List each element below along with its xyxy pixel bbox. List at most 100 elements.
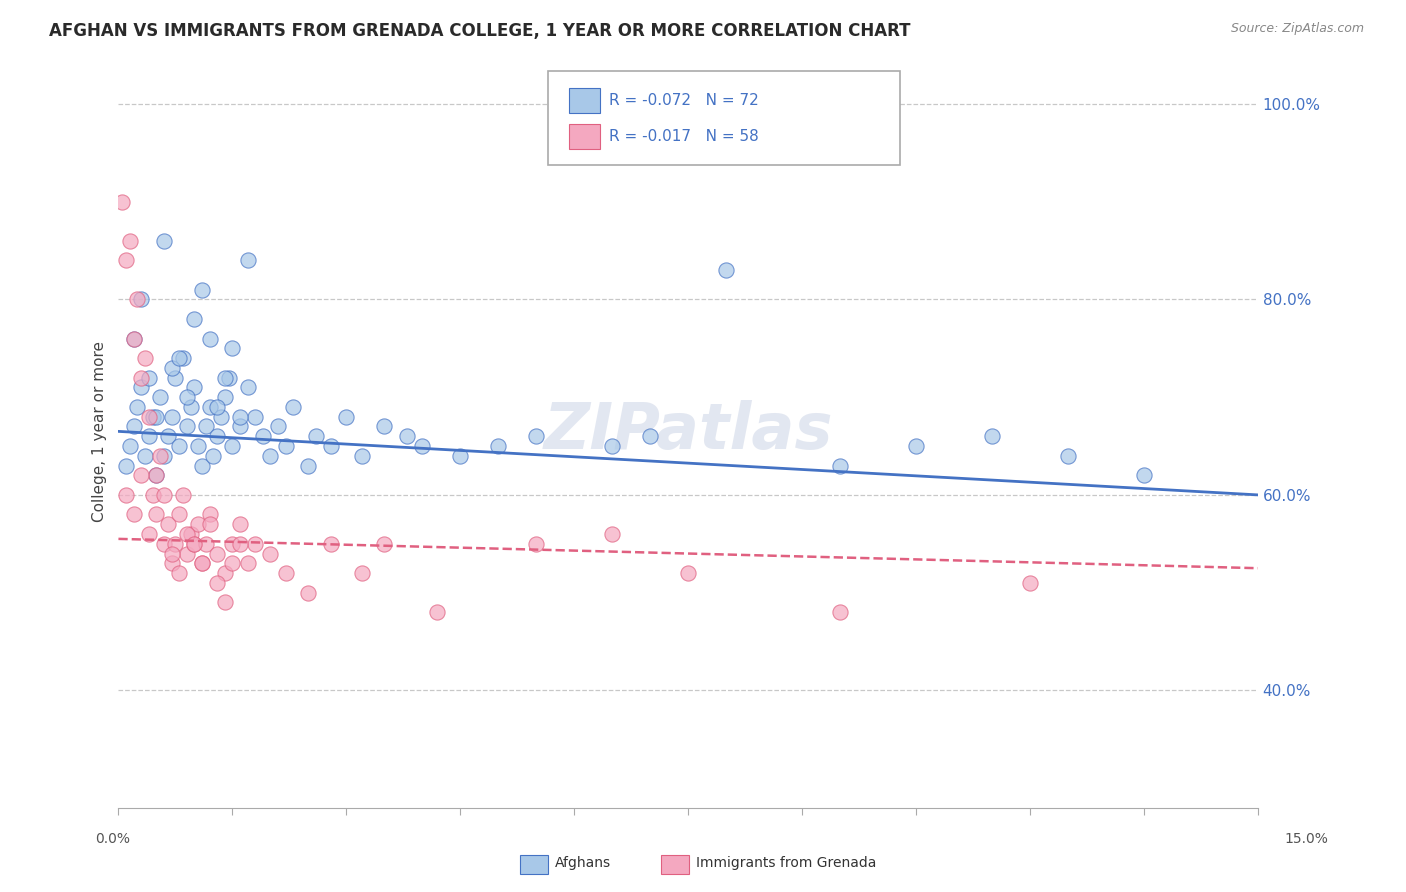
Point: [156, 517, 179, 532]
Point: [167, 566, 190, 580]
Point: [176, 547, 198, 561]
Point: [153, 488, 176, 502]
Text: 15.0%: 15.0%: [1285, 832, 1329, 846]
Point: [449, 449, 471, 463]
Point: [129, 380, 152, 394]
Point: [149, 449, 172, 463]
Point: [221, 557, 243, 571]
Point: [243, 409, 266, 424]
Point: [205, 429, 228, 443]
Point: [236, 380, 259, 394]
Point: [229, 537, 252, 551]
Point: [981, 429, 1004, 443]
Point: [202, 449, 225, 463]
Point: [191, 557, 214, 571]
Point: [122, 332, 145, 346]
Text: Afghans: Afghans: [555, 856, 612, 871]
Point: [305, 429, 328, 443]
Point: [321, 537, 343, 551]
Point: [214, 566, 236, 580]
Point: [115, 253, 138, 268]
Point: [122, 508, 145, 522]
Point: [160, 409, 183, 424]
Point: [638, 429, 661, 443]
Point: [198, 517, 221, 532]
Point: [183, 380, 205, 394]
Point: [134, 351, 156, 365]
Point: [176, 419, 198, 434]
Point: [411, 439, 433, 453]
Point: [486, 439, 509, 453]
Point: [828, 605, 851, 619]
Point: [191, 458, 214, 473]
Point: [297, 458, 319, 473]
Point: [905, 439, 928, 453]
Point: [1057, 449, 1080, 463]
Point: [396, 429, 419, 443]
Point: [274, 566, 297, 580]
Point: [214, 370, 236, 384]
Point: [252, 429, 274, 443]
Point: [153, 449, 176, 463]
Point: [221, 439, 243, 453]
Point: [134, 449, 156, 463]
Point: [194, 419, 217, 434]
Point: [297, 585, 319, 599]
Point: [129, 468, 152, 483]
Point: [198, 332, 221, 346]
Point: [165, 370, 187, 384]
Point: [676, 566, 699, 580]
Point: [600, 439, 623, 453]
Point: [1019, 575, 1042, 590]
Point: [183, 312, 205, 326]
Point: [350, 566, 373, 580]
Point: [236, 557, 259, 571]
Point: [373, 537, 395, 551]
Text: Immigrants from Grenada: Immigrants from Grenada: [696, 856, 876, 871]
Point: [129, 293, 152, 307]
Point: [111, 194, 134, 209]
Point: [205, 547, 228, 561]
Point: [221, 341, 243, 355]
Point: [138, 370, 160, 384]
Point: [828, 458, 851, 473]
Point: [122, 332, 145, 346]
Point: [209, 409, 232, 424]
Text: AFGHAN VS IMMIGRANTS FROM GRENADA COLLEGE, 1 YEAR OR MORE CORRELATION CHART: AFGHAN VS IMMIGRANTS FROM GRENADA COLLEG…: [49, 22, 911, 40]
Point: [122, 419, 145, 434]
Point: [191, 557, 214, 571]
Point: [267, 419, 290, 434]
Point: [281, 400, 304, 414]
Point: [218, 370, 240, 384]
Point: [172, 488, 194, 502]
Text: Source: ZipAtlas.com: Source: ZipAtlas.com: [1230, 22, 1364, 36]
Point: [145, 468, 167, 483]
Point: [129, 370, 152, 384]
Point: [350, 449, 373, 463]
Point: [714, 263, 737, 277]
Point: [153, 234, 176, 248]
Point: [145, 409, 167, 424]
Point: [229, 517, 252, 532]
Point: [335, 409, 357, 424]
Point: [321, 439, 343, 453]
Point: [426, 605, 449, 619]
Point: [243, 537, 266, 551]
Point: [259, 449, 281, 463]
Point: [127, 293, 149, 307]
Point: [115, 488, 138, 502]
Point: [145, 508, 167, 522]
Point: [180, 527, 202, 541]
Point: [156, 429, 179, 443]
Point: [524, 537, 547, 551]
Point: [167, 351, 190, 365]
Point: [191, 283, 214, 297]
Point: [118, 234, 141, 248]
Point: [259, 547, 281, 561]
Text: 0.0%: 0.0%: [96, 832, 131, 846]
Y-axis label: College, 1 year or more: College, 1 year or more: [93, 341, 107, 522]
Point: [198, 400, 221, 414]
Point: [138, 409, 160, 424]
Point: [373, 419, 395, 434]
Text: ZIPatlas: ZIPatlas: [543, 401, 832, 462]
